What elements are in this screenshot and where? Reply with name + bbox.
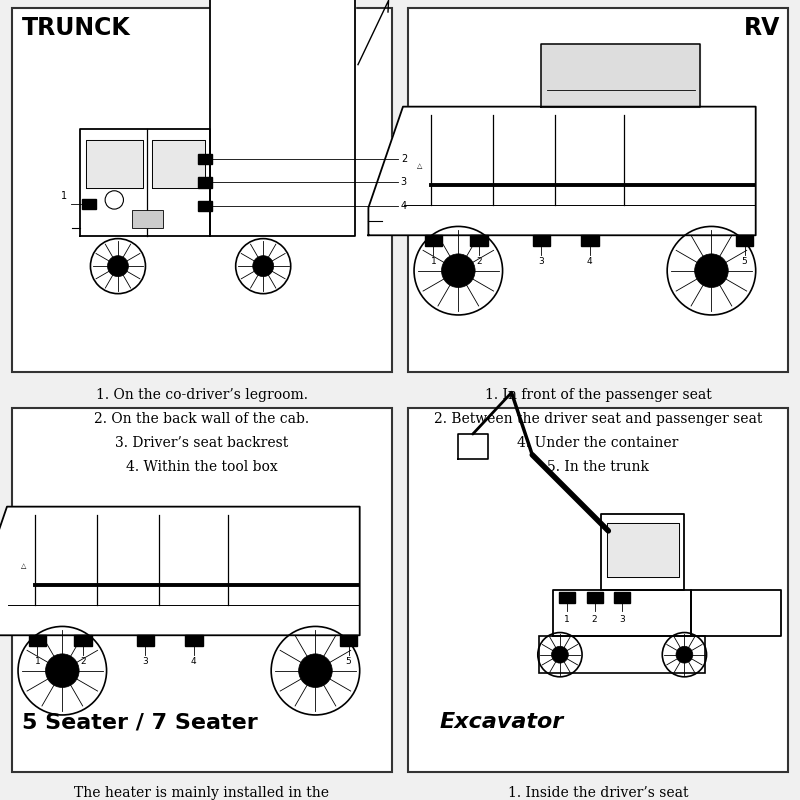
Text: 2. On the back wall of the cab.: 2. On the back wall of the cab.	[94, 412, 310, 426]
Circle shape	[46, 654, 79, 687]
Text: 1. Inside the driver’s seat: 1. Inside the driver’s seat	[508, 786, 688, 800]
Text: 1: 1	[430, 258, 436, 266]
Circle shape	[676, 646, 693, 663]
Text: 5. In the trunk: 5. In the trunk	[547, 460, 649, 474]
Polygon shape	[369, 106, 756, 235]
Bar	[533, 235, 550, 246]
Text: 1: 1	[62, 190, 67, 201]
FancyBboxPatch shape	[12, 408, 392, 772]
Text: 3. Driver’s seat backrest: 3. Driver’s seat backrest	[115, 436, 289, 450]
Text: 1. In front of the passenger seat: 1. In front of the passenger seat	[485, 388, 711, 402]
Bar	[586, 592, 602, 603]
Text: TRUNCK: TRUNCK	[22, 16, 130, 40]
Text: △: △	[417, 163, 422, 169]
Bar	[137, 635, 154, 646]
Polygon shape	[0, 506, 360, 635]
Circle shape	[298, 654, 332, 687]
Bar	[539, 636, 705, 674]
Text: 5: 5	[346, 658, 351, 666]
Text: RV: RV	[744, 16, 780, 40]
Polygon shape	[80, 129, 210, 236]
Text: 2: 2	[80, 658, 86, 666]
Text: The heater is mainly installed in the: The heater is mainly installed in the	[74, 786, 330, 800]
Polygon shape	[607, 522, 679, 577]
Circle shape	[551, 646, 568, 663]
Text: △: △	[21, 563, 26, 569]
Text: 3: 3	[538, 258, 544, 266]
Text: Excavator: Excavator	[440, 712, 564, 732]
Bar	[614, 592, 630, 603]
Circle shape	[694, 254, 728, 287]
Text: 1. On the co-driver’s legroom.: 1. On the co-driver’s legroom.	[96, 388, 308, 402]
Bar	[559, 592, 575, 603]
Bar	[470, 235, 488, 246]
Bar	[736, 235, 754, 246]
Text: 2: 2	[476, 258, 482, 266]
Circle shape	[253, 256, 274, 277]
Text: 3: 3	[619, 615, 625, 624]
Circle shape	[442, 254, 475, 287]
Text: 4: 4	[401, 201, 407, 211]
Text: 1: 1	[34, 658, 40, 666]
Polygon shape	[602, 514, 685, 590]
Bar	[74, 635, 92, 646]
Bar	[82, 198, 96, 209]
Polygon shape	[152, 139, 205, 188]
Bar	[29, 635, 46, 646]
Polygon shape	[458, 434, 488, 459]
Polygon shape	[210, 0, 355, 236]
FancyBboxPatch shape	[408, 408, 788, 772]
Bar	[198, 177, 212, 187]
Polygon shape	[553, 590, 691, 636]
Text: 2. Between the driver seat and passenger seat: 2. Between the driver seat and passenger…	[434, 412, 762, 426]
Text: 5: 5	[742, 258, 747, 266]
Polygon shape	[86, 139, 142, 188]
FancyBboxPatch shape	[12, 8, 392, 372]
Polygon shape	[691, 590, 782, 636]
Circle shape	[107, 256, 129, 277]
Bar	[198, 154, 212, 164]
Text: 3: 3	[401, 178, 407, 187]
Text: 5 Seater / 7 Seater: 5 Seater / 7 Seater	[22, 712, 258, 732]
Text: 3: 3	[142, 658, 148, 666]
Bar	[581, 235, 598, 246]
Text: 4: 4	[587, 258, 593, 266]
Text: 4. Within the tool box: 4. Within the tool box	[126, 460, 278, 474]
Polygon shape	[542, 44, 700, 106]
Bar	[198, 201, 212, 211]
Bar	[132, 210, 162, 228]
Bar	[340, 635, 358, 646]
Bar	[185, 635, 202, 646]
Text: 2: 2	[401, 154, 407, 164]
Text: 4: 4	[191, 658, 197, 666]
Text: 1: 1	[564, 615, 570, 624]
Text: 2: 2	[592, 615, 598, 624]
Text: 4. Under the container: 4. Under the container	[518, 436, 678, 450]
FancyBboxPatch shape	[408, 8, 788, 372]
Bar	[425, 235, 442, 246]
